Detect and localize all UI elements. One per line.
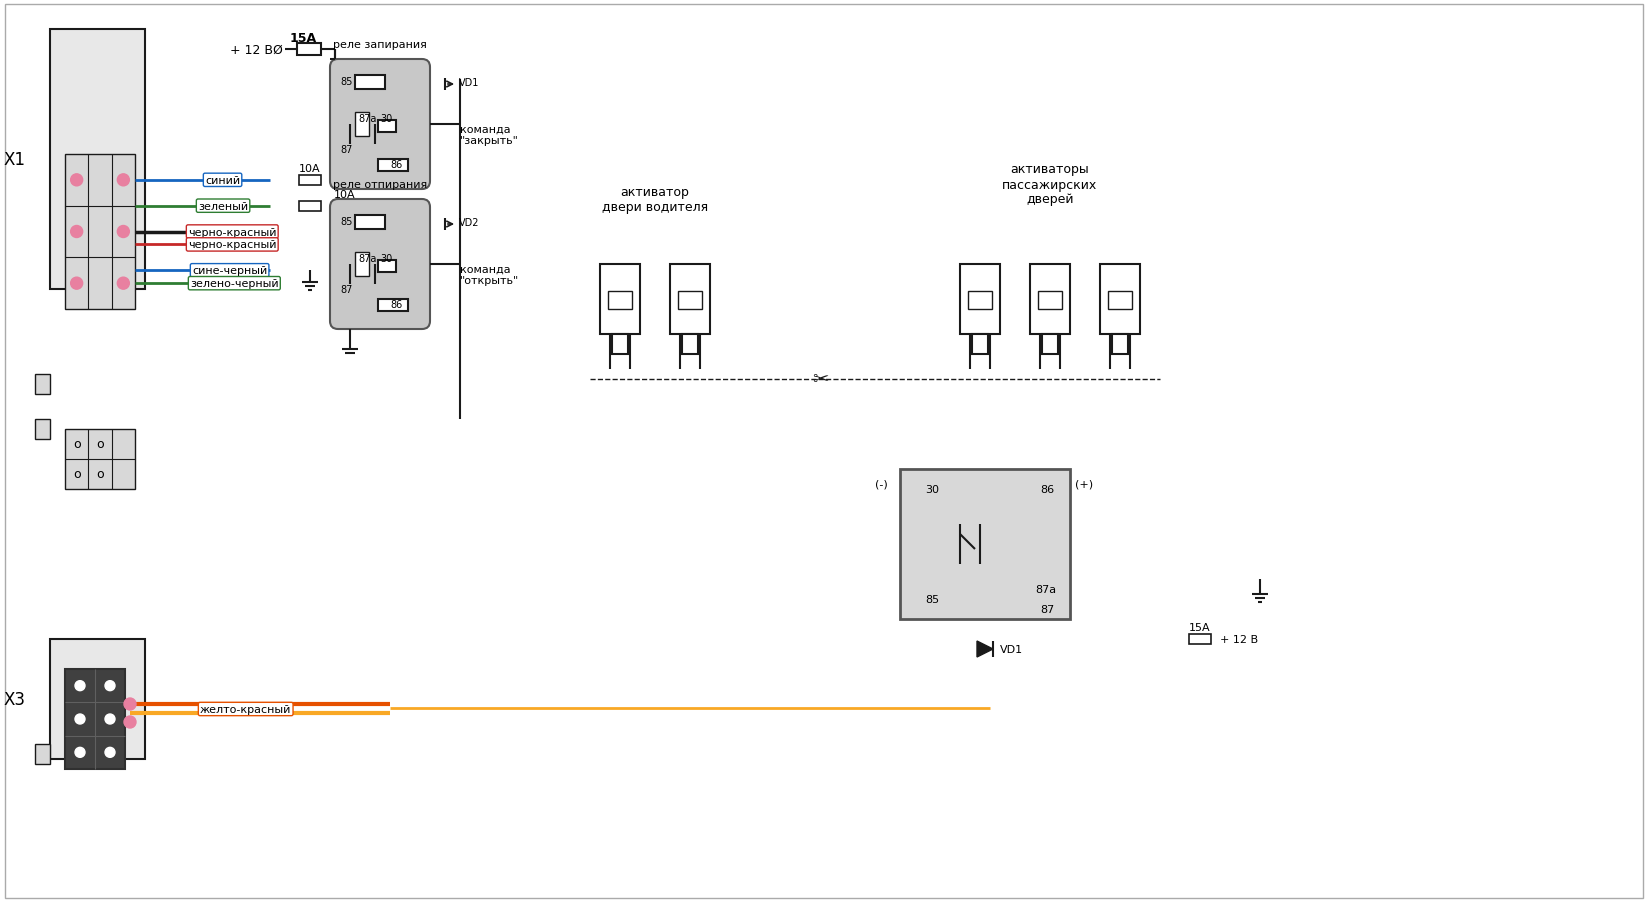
Text: 87a: 87a [358, 254, 376, 264]
Circle shape [117, 278, 129, 290]
Text: o: o [73, 468, 81, 481]
Circle shape [76, 714, 86, 724]
Bar [1112, 335, 1127, 355]
Text: 86: 86 [1040, 485, 1055, 495]
Circle shape [105, 714, 115, 724]
Bar [354, 113, 369, 137]
Text: активаторы
пассажирских
дверей: активаторы пассажирских дверей [1002, 163, 1098, 206]
Circle shape [124, 716, 137, 728]
Text: реле отпирания: реле отпирания [333, 180, 427, 190]
Bar [377, 300, 409, 312]
Text: 30: 30 [381, 254, 392, 264]
FancyBboxPatch shape [330, 60, 430, 190]
Text: o: o [73, 438, 81, 451]
Bar [1188, 634, 1211, 644]
Circle shape [124, 698, 137, 711]
Text: 30: 30 [381, 114, 392, 124]
Bar [49, 30, 145, 290]
Bar [354, 216, 386, 229]
Bar [1038, 292, 1061, 310]
Text: VD1: VD1 [1000, 644, 1023, 655]
Text: синий: синий [204, 176, 241, 186]
Bar [298, 201, 321, 211]
Text: o: o [96, 438, 104, 451]
Bar [1107, 292, 1132, 310]
Bar [377, 121, 396, 133]
FancyBboxPatch shape [330, 200, 430, 330]
Circle shape [117, 174, 129, 187]
Text: VD1: VD1 [460, 78, 480, 88]
Bar [64, 430, 135, 489]
Text: черно-красный: черно-красный [188, 240, 277, 250]
Text: 10A: 10A [335, 190, 356, 200]
Bar [1099, 265, 1140, 335]
Bar [600, 265, 639, 335]
Text: 85: 85 [339, 217, 353, 227]
Bar [298, 176, 321, 186]
Text: X1: X1 [3, 151, 26, 169]
Text: o: o [96, 468, 104, 481]
Text: 87a: 87a [358, 114, 376, 124]
Bar [354, 76, 386, 90]
Bar [611, 335, 628, 355]
Text: 87: 87 [339, 144, 353, 154]
Text: + 12 ВØ: + 12 ВØ [231, 43, 283, 56]
Circle shape [71, 278, 82, 290]
Text: VD2: VD2 [460, 218, 480, 228]
Circle shape [105, 681, 115, 691]
Bar [297, 44, 321, 56]
Text: 87: 87 [339, 284, 353, 294]
Text: 87: 87 [1040, 604, 1055, 614]
Circle shape [71, 174, 82, 187]
Text: зелено-черный: зелено-черный [190, 279, 279, 289]
Bar [49, 639, 145, 759]
Bar [377, 160, 409, 172]
Bar [64, 154, 135, 310]
Text: команда
"открыть": команда "открыть" [460, 264, 519, 285]
Bar [1030, 265, 1070, 335]
Bar [677, 292, 702, 310]
Bar [1042, 335, 1058, 355]
Text: реле запирания: реле запирания [333, 40, 427, 50]
Bar [972, 335, 989, 355]
Bar [961, 265, 1000, 335]
Text: 86: 86 [391, 300, 402, 310]
Bar [608, 292, 631, 310]
Text: + 12 В: + 12 В [1220, 634, 1257, 644]
Circle shape [117, 227, 129, 238]
Bar [35, 420, 49, 440]
Text: команда
"закрыть": команда "закрыть" [460, 124, 519, 145]
Text: (-): (-) [875, 479, 888, 489]
Circle shape [76, 681, 86, 691]
Text: активатор
двери водителя: активатор двери водителя [602, 186, 709, 214]
Circle shape [71, 227, 82, 238]
Text: 10A: 10A [300, 163, 321, 173]
Bar [354, 253, 369, 276]
Circle shape [76, 748, 86, 758]
Text: 30: 30 [925, 485, 939, 495]
Circle shape [105, 748, 115, 758]
Text: зеленый: зеленый [198, 201, 249, 211]
Text: 15A: 15A [1190, 622, 1211, 632]
Bar [671, 265, 710, 335]
Text: желто-красный: желто-красный [199, 704, 292, 714]
Text: (+): (+) [1074, 479, 1093, 489]
Text: 87a: 87a [1035, 584, 1056, 594]
Text: сине-черный: сине-черный [193, 266, 267, 276]
Text: 15A: 15A [290, 32, 316, 44]
Text: 86: 86 [391, 160, 402, 170]
Text: 85: 85 [339, 77, 353, 87]
Text: черно-красный: черно-красный [188, 228, 277, 237]
Bar [682, 335, 699, 355]
Text: ✂: ✂ [812, 370, 829, 389]
Bar [900, 470, 1070, 619]
Text: 85: 85 [925, 594, 939, 604]
Bar [967, 292, 992, 310]
Bar [64, 669, 125, 769]
Text: X3: X3 [3, 690, 26, 708]
Polygon shape [977, 641, 994, 657]
Bar [377, 261, 396, 273]
Bar [35, 375, 49, 395]
Bar [35, 744, 49, 764]
